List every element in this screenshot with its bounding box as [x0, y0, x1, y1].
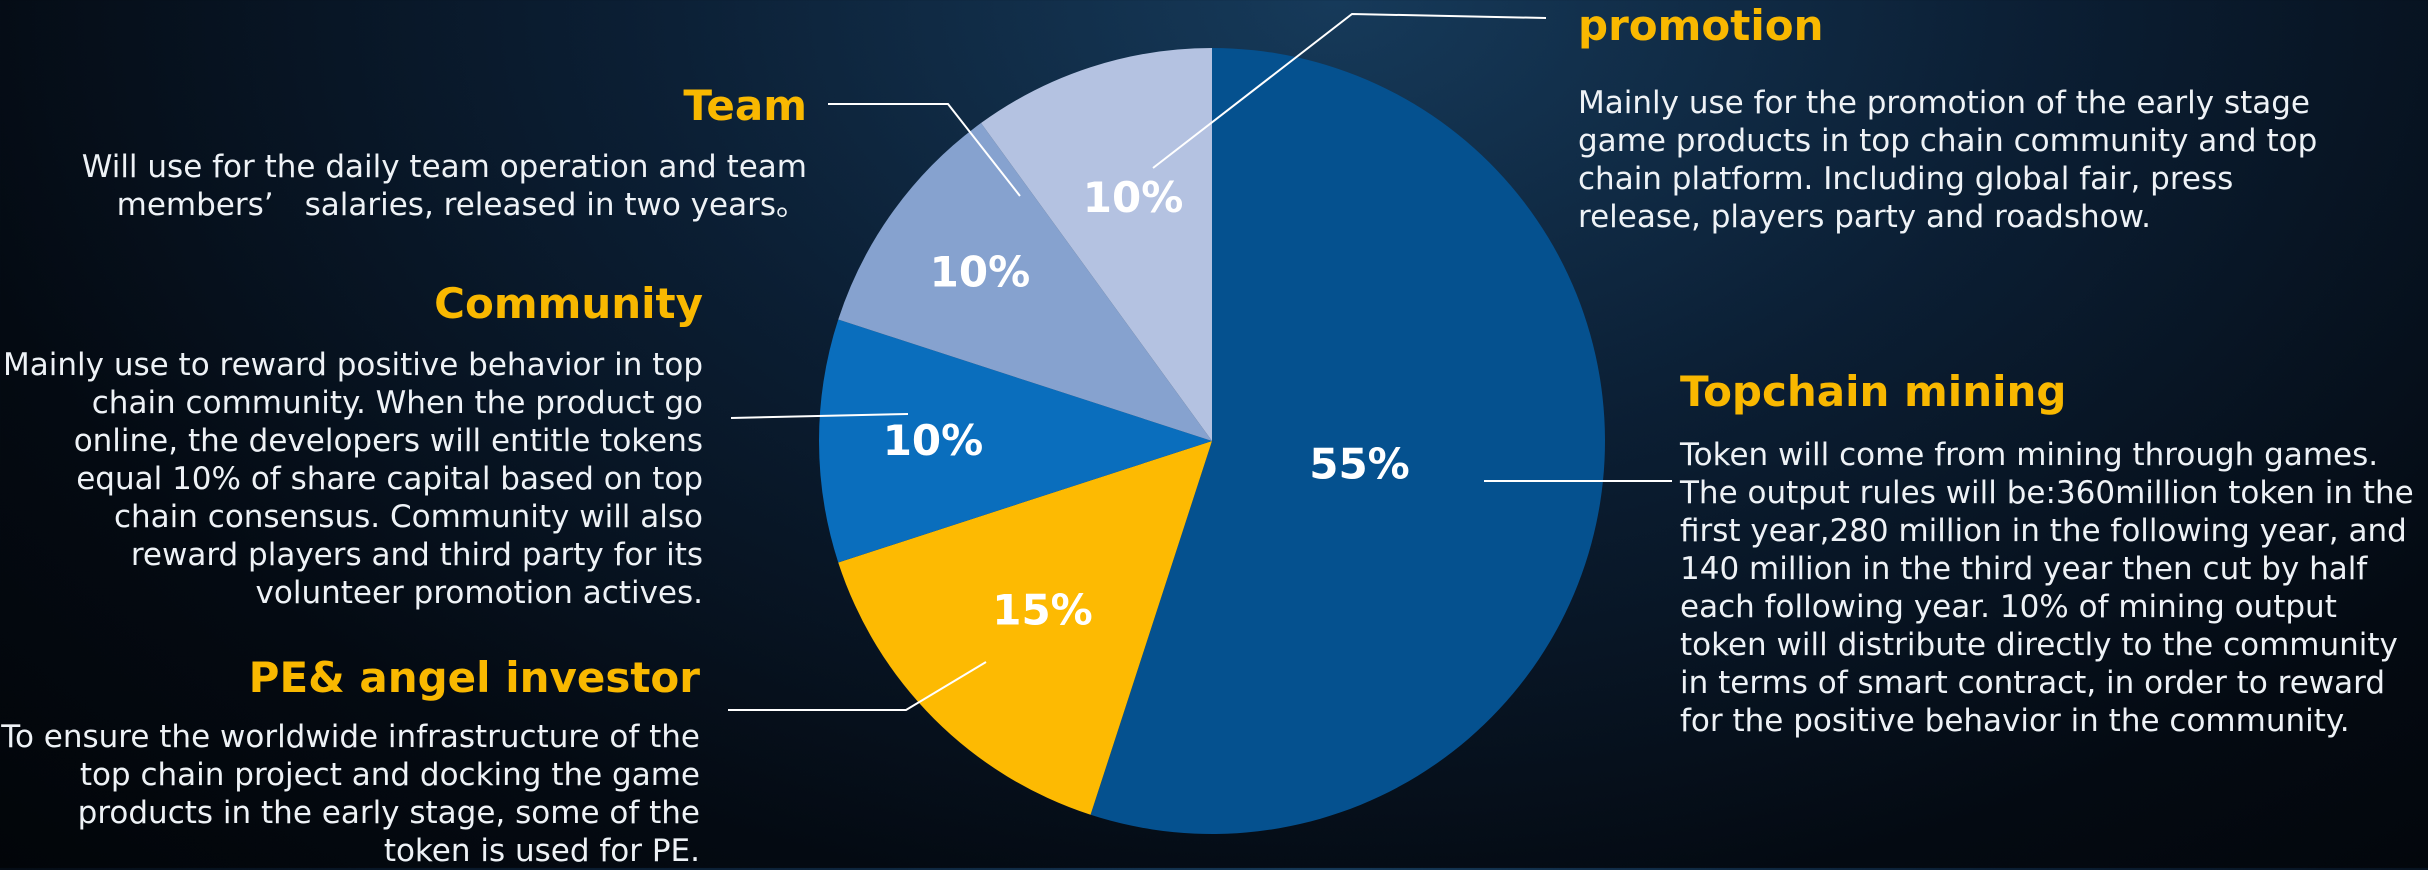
leader-pe-investor — [728, 661, 987, 711]
slice-label-community: 10% — [883, 416, 984, 465]
leader-lines — [728, 12, 1672, 711]
slice-labels: 55% 15% 10% 10% 10% — [883, 173, 1410, 634]
slice-team — [838, 123, 1212, 441]
community-description: Mainly use to reward positive behavior i… — [3, 347, 704, 611]
topchain-mining-description: Token will come from mining through game… — [1680, 437, 2414, 739]
slice-label-topchain-mining: 55% — [1309, 439, 1410, 488]
slice-label-pe-angel-investor: 15% — [992, 586, 1093, 635]
pe-investor-description: To ensure the worldwide infrastructure o… — [1, 719, 700, 869]
slice-promotion — [981, 48, 1212, 441]
community-heading: Community — [434, 279, 703, 328]
slice-topchain-mining — [1090, 48, 1605, 834]
team-heading: Team — [683, 81, 807, 130]
leader-community — [730, 413, 909, 419]
team-description: Will use for the daily team operation an… — [81, 149, 807, 223]
slice-label-promotion: 10% — [1083, 173, 1184, 222]
promotion-description: Mainly use for the promotion of the earl… — [1578, 85, 2318, 235]
promotion-heading: promotion — [1578, 1, 1824, 50]
pe-investor-heading: PE& angel investor — [248, 653, 700, 702]
pie-slices — [818, 48, 1605, 834]
leader-team — [828, 103, 1021, 197]
topchain-mining-heading: Topchain mining — [1680, 367, 2067, 416]
slice-label-team: 10% — [930, 247, 1031, 296]
slice-pe-angel-investor — [838, 441, 1212, 815]
slice-community — [818, 319, 1212, 563]
leader-promotion — [1152, 12, 1547, 169]
